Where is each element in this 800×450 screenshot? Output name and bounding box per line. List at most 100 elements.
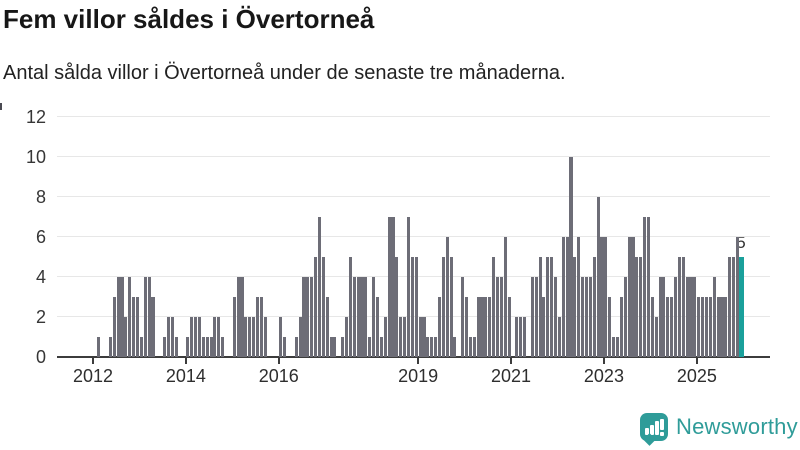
bar — [422, 317, 426, 357]
bar — [546, 257, 550, 357]
bar — [97, 337, 101, 357]
bar — [499, 277, 503, 357]
bar — [534, 277, 538, 357]
bar — [646, 217, 650, 357]
bar — [677, 257, 681, 357]
bar — [561, 237, 565, 357]
bar — [321, 257, 325, 357]
bar — [108, 337, 112, 357]
bar — [476, 297, 480, 357]
brand-name[interactable]: Newsworthy — [676, 414, 798, 439]
bar — [581, 277, 585, 357]
bar — [468, 337, 472, 357]
bar — [643, 217, 647, 357]
bar — [615, 337, 620, 357]
bar — [314, 257, 318, 357]
x-tick-label: 2014 — [165, 366, 206, 386]
bar — [434, 337, 438, 357]
x-tick-label: 2025 — [676, 366, 717, 386]
bar — [197, 317, 201, 357]
y-tick-label: 0 — [35, 347, 46, 367]
bar — [418, 317, 422, 357]
bar — [128, 277, 132, 357]
bar — [279, 317, 283, 357]
bar — [356, 277, 360, 357]
bar — [619, 297, 623, 357]
bar — [259, 297, 263, 357]
bar — [492, 257, 496, 357]
bar — [670, 297, 674, 357]
bar — [523, 317, 527, 357]
bar — [639, 257, 643, 357]
x-tick-mark — [417, 358, 420, 364]
bar — [379, 337, 383, 357]
bar — [221, 337, 225, 357]
bar — [584, 277, 589, 357]
bar — [674, 277, 678, 357]
footer-brand-link[interactable]: Newsworthy — [640, 412, 800, 446]
bar — [190, 317, 194, 357]
bar — [344, 317, 349, 357]
bar — [399, 317, 403, 357]
bar — [132, 297, 136, 357]
y-tick-label: 10 — [25, 147, 46, 167]
bar — [503, 237, 507, 357]
bar — [689, 277, 693, 357]
bar — [375, 297, 380, 357]
bar — [406, 217, 411, 357]
x-tick-label: 2012 — [72, 366, 114, 386]
bar — [352, 277, 356, 357]
bar — [348, 257, 352, 357]
bar — [495, 277, 500, 357]
bar — [170, 317, 174, 357]
bar — [112, 297, 116, 357]
bar — [217, 317, 221, 357]
bar — [166, 317, 171, 357]
bar — [174, 337, 178, 357]
bar — [693, 277, 697, 357]
y-tick-label: 6 — [35, 227, 46, 247]
bar — [143, 277, 147, 357]
bar — [542, 297, 546, 357]
bar — [449, 257, 453, 357]
page-subtitle: Antal sålda villor i Övertorneå under de… — [3, 62, 566, 84]
bar — [445, 237, 449, 357]
x-axis-line — [57, 356, 770, 358]
bar — [255, 297, 260, 357]
bar — [662, 277, 666, 357]
bar — [732, 257, 736, 357]
y-tick-label: 2 — [35, 307, 46, 327]
x-tick-mark — [602, 358, 605, 364]
x-tick-mark — [510, 358, 513, 364]
bar — [298, 317, 302, 357]
bar — [395, 257, 399, 357]
bar-highlighted — [738, 257, 745, 357]
bar — [735, 237, 740, 357]
bar — [658, 277, 662, 357]
bar — [701, 297, 705, 357]
bar — [302, 277, 306, 357]
bar — [205, 337, 209, 357]
bar — [588, 277, 592, 357]
bar — [120, 277, 124, 357]
x-tick-mark — [92, 358, 94, 364]
bar — [135, 297, 140, 357]
bar — [372, 277, 376, 357]
bar — [147, 277, 151, 357]
bar — [557, 317, 561, 357]
bar — [712, 277, 716, 357]
bar — [283, 337, 287, 357]
bar — [151, 297, 155, 357]
bar — [623, 277, 627, 357]
bar — [631, 237, 635, 357]
bar — [240, 277, 244, 357]
x-tick-mark — [184, 358, 187, 364]
bar — [697, 297, 701, 357]
bar — [550, 257, 554, 357]
bar — [387, 217, 391, 357]
bar — [577, 237, 581, 357]
y-grid-line — [57, 116, 770, 117]
bar — [430, 337, 434, 357]
edge-artifact — [0, 103, 2, 110]
